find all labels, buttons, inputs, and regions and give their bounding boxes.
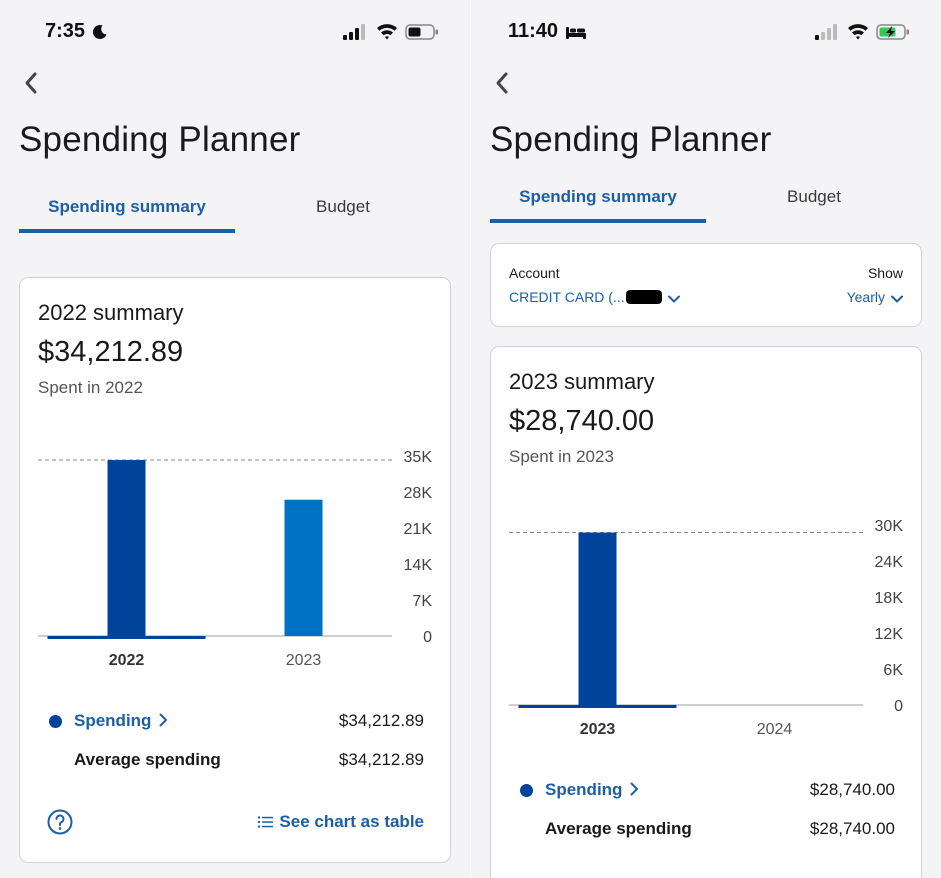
summary-card: 2023 summary $28,740.00 Spent in 2023 30… [490,346,922,878]
status-time: 7:35 [45,20,86,42]
phone-screen-right: 11:40 [471,0,941,878]
tab-bar: Spending summary Budget [19,197,451,237]
y-tick-label: 18K [875,590,904,607]
see-chart-as-table-link[interactable]: See chart as table [258,812,424,832]
x-category-label[interactable]: 2022 [109,652,145,669]
list-icon [258,816,274,828]
average-spending-value: $28,740.00 [809,819,895,838]
spending-link[interactable]: Spending [74,711,168,731]
status-bar: 11:40 [471,18,941,46]
card-footer: See chart as table [20,809,452,839]
y-tick-label: 21K [404,521,433,538]
active-tab-indicator [19,229,235,233]
chevron-right-icon [630,782,639,796]
status-time: 11:40 [508,20,559,42]
redacted-account-number [625,290,662,304]
y-tick-label: 14K [404,557,433,574]
chevron-right-icon [159,713,168,727]
back-chevron-icon[interactable] [20,70,44,96]
tab-spending-summary[interactable]: Spending summary [48,197,206,216]
summary-card: 2022 summary $34,212.89 Spent in 2022 35… [19,277,451,863]
wifi-icon [848,24,868,40]
cellular-signal-icon [343,24,365,40]
summary-title: 2023 summary [509,369,655,394]
x-category-label[interactable]: 2024 [757,721,793,738]
cellular-signal-icon [815,24,837,40]
x-category-label[interactable]: 2023 [580,721,616,738]
tab-budget[interactable]: Budget [787,187,841,206]
page-title: Spending Planner [490,120,772,159]
account-label: Account [509,265,560,281]
tab-bar: Spending summary Budget [490,187,922,227]
selected-category-indicator [47,636,206,639]
x-category-label[interactable]: 2023 [286,652,322,669]
tab-budget[interactable]: Budget [316,197,370,216]
summary-title: 2022 summary [38,300,184,325]
y-tick-label: 35K [404,449,433,466]
help-circle-icon[interactable] [47,809,73,835]
summary-amount: $34,212.89 [38,336,184,368]
back-chevron-icon[interactable] [491,70,515,96]
summary-subtitle: Spent in 2023 [509,447,614,466]
bed-icon [566,27,586,39]
bar-2023[interactable] [578,532,617,705]
legend-spending[interactable]: Spending $34,212.89 [20,711,452,737]
y-tick-label: 6K [883,662,903,679]
show-period-select[interactable]: Yearly [847,289,903,305]
active-tab-indicator [490,219,706,223]
account-select[interactable]: CREDIT CARD (... [509,289,680,305]
battery-charging-icon [876,24,909,40]
spending-value: $28,740.00 [809,780,895,799]
account-filter-card: Account CREDIT CARD (... Show Yearly [490,243,922,327]
y-tick-label: 0 [423,629,432,646]
show-label: Show [867,265,903,281]
y-tick-label: 7K [412,593,432,610]
status-bar: 7:35 [0,18,470,46]
legend-average-spending: Average spending $28,740.00 [491,819,923,845]
legend-average-spending: Average spending $34,212.89 [20,750,452,776]
bar-2023[interactable] [284,499,323,636]
page-title: Spending Planner [19,120,301,159]
wifi-icon [377,24,397,40]
battery-icon [405,24,438,40]
y-tick-label: 0 [894,698,903,715]
summary-amount: $28,740.00 [509,405,655,437]
average-spending-label: Average spending [545,819,692,838]
average-spending-value: $34,212.89 [338,750,424,769]
selected-category-indicator [518,705,677,708]
average-spending-label: Average spending [74,750,221,769]
spending-bar-chart: 30K 24K 18K 12K 6K 0 2023 2024 [509,518,904,738]
spending-legend-dot [520,784,533,797]
phone-screen-left: 7:35 Spending Pla [0,0,470,878]
chevron-down-icon [667,295,680,303]
summary-subtitle: Spent in 2022 [38,378,143,397]
y-tick-label: 24K [875,554,904,571]
y-tick-label: 30K [875,518,904,535]
chevron-down-icon [891,295,903,303]
tab-spending-summary[interactable]: Spending summary [519,187,677,206]
y-tick-label: 12K [875,626,904,643]
spending-legend-dot [49,715,62,728]
spending-link[interactable]: Spending [545,780,639,800]
bar-2022[interactable] [107,460,146,636]
spending-bar-chart: 35K 28K 21K 14K 7K 0 2022 2023 [38,449,433,669]
legend-spending[interactable]: Spending $28,740.00 [491,780,923,806]
y-tick-label: 28K [404,485,433,502]
spending-value: $34,212.89 [338,711,424,730]
moon-icon [92,25,107,40]
